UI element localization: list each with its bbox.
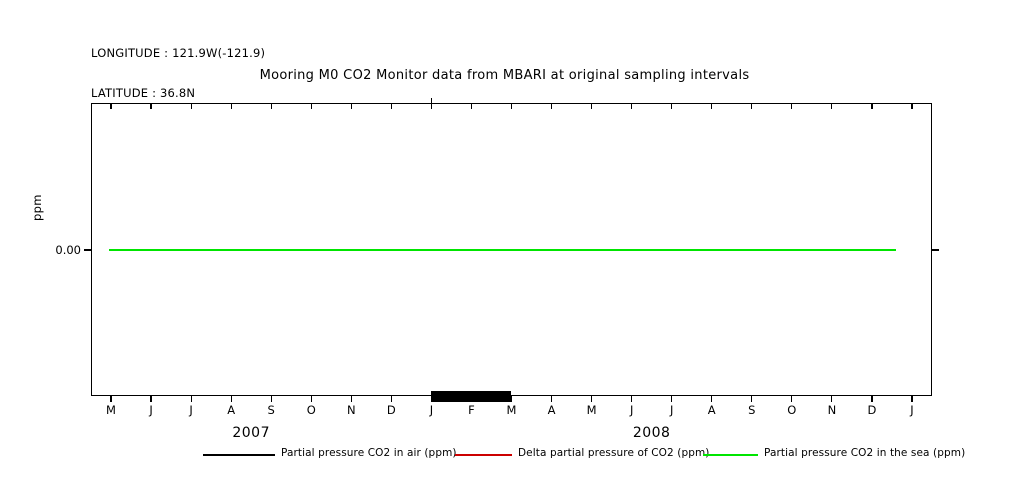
x-tick-top — [350, 103, 352, 109]
x-tick-top — [190, 103, 192, 109]
x-tick — [470, 396, 473, 402]
x-tick-top — [310, 103, 312, 109]
legend-label: Partial pressure CO2 in air (ppm) — [281, 447, 457, 459]
legend-swatch — [703, 454, 758, 456]
legend-label: Delta partial pressure of CO2 (ppm) — [518, 447, 710, 459]
y-axis-title: ppm — [30, 194, 44, 221]
x-tick-label: F — [468, 403, 475, 417]
x-tick-label: D — [867, 403, 877, 417]
x-tick — [791, 396, 793, 402]
x-tick — [310, 396, 312, 402]
x-tick — [190, 396, 192, 402]
x-tick — [751, 396, 753, 402]
x-tick-top — [470, 103, 473, 109]
x-tick — [430, 391, 511, 402]
x-tick-label: M — [586, 403, 597, 417]
x-tick-label: N — [827, 403, 837, 417]
legend-swatch — [203, 454, 275, 456]
x-tick — [150, 396, 152, 402]
x-tick-top — [751, 103, 753, 109]
y-tick-label: 0.00 — [55, 243, 81, 257]
x-tick-top — [671, 103, 673, 109]
x-tick-label: M — [506, 403, 517, 417]
x-tick-label: A — [547, 403, 556, 417]
x-tick-label: J — [429, 403, 434, 417]
y-tick — [932, 249, 939, 251]
x-tick-top — [791, 103, 793, 109]
x-tick-label: M — [106, 403, 116, 417]
x-tick-top — [270, 103, 272, 109]
x-tick-top — [150, 103, 152, 109]
x-tick — [711, 396, 713, 402]
x-tick — [911, 396, 913, 402]
x-tick-label: A — [227, 403, 236, 417]
x-tick — [871, 396, 873, 402]
x-tick-label: J — [669, 403, 674, 417]
x-tick — [550, 396, 553, 402]
legend-swatch — [455, 454, 512, 456]
x-tick-top — [631, 103, 633, 109]
x-tick-label: D — [386, 403, 396, 417]
x-tick-label: O — [306, 403, 316, 417]
x-tick-label: A — [707, 403, 716, 417]
x-tick-label: S — [267, 403, 275, 417]
latitude-label: LATITUDE : 36.8N — [91, 86, 196, 100]
x-axis-year-label: 2007 — [232, 425, 270, 441]
x-tick-label: J — [910, 403, 914, 417]
x-tick-top — [911, 103, 913, 109]
chart-title: Mooring M0 CO2 Monitor data from MBARI a… — [259, 68, 750, 83]
x-tick-top — [510, 103, 513, 109]
x-tick-label: J — [149, 403, 153, 417]
x-tick-top — [550, 103, 553, 109]
x-tick — [230, 396, 232, 402]
x-tick — [350, 396, 352, 402]
x-tick-label: O — [787, 403, 797, 417]
x-tick-top — [230, 103, 232, 109]
x-tick — [390, 396, 392, 402]
longitude-label: LONGITUDE : 121.9W(-121.9) — [91, 46, 266, 61]
x-tick — [270, 396, 272, 402]
x-axis-year-label: 2008 — [632, 425, 671, 441]
x-tick — [671, 396, 673, 402]
x-tick-top — [390, 103, 392, 109]
x-tick-top — [110, 103, 112, 109]
x-tick-label: S — [748, 403, 756, 417]
y-tick — [84, 249, 91, 251]
data-series-line — [109, 248, 896, 252]
x-tick — [831, 396, 833, 402]
legend-label: Partial pressure CO2 in the sea (ppm) — [764, 447, 966, 459]
x-tick-label: J — [629, 403, 634, 417]
chart-legend: Partial pressure CO2 in air (ppm) Delta p… — [0, 447, 1009, 467]
x-tick-label: J — [189, 403, 193, 417]
x-tick-top — [590, 103, 593, 109]
x-tick — [510, 396, 513, 402]
x-tick-top — [871, 103, 873, 109]
x-tick — [631, 396, 633, 402]
x-tick-top — [711, 103, 713, 109]
x-tick — [590, 396, 593, 402]
x-tick-top — [430, 98, 432, 109]
x-tick-top — [831, 103, 833, 109]
x-tick — [110, 396, 112, 402]
x-tick-label: N — [346, 403, 356, 417]
